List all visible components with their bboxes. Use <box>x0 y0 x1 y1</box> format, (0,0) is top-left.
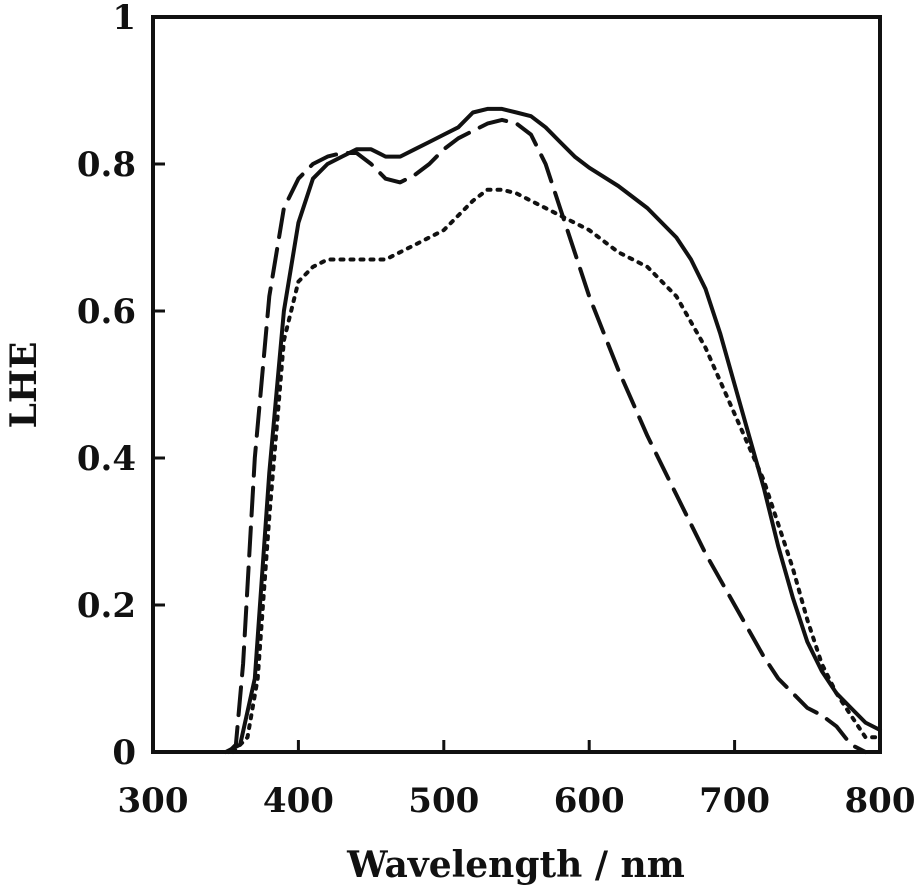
y-tick-label: 1 <box>112 0 136 38</box>
series-line-solid <box>223 106 882 754</box>
x-tick-label: 600 <box>554 781 625 821</box>
plot-frame <box>151 15 882 754</box>
x-tick-label: 800 <box>845 781 916 821</box>
x-tick-label: 400 <box>263 781 334 821</box>
series-line-dashed <box>226 117 868 754</box>
y-tick-label: 0.8 <box>77 145 136 185</box>
y-tick-label: 0.6 <box>77 292 136 332</box>
x-axis-title: Wavelength / nm <box>346 844 685 886</box>
series-layer <box>223 106 882 754</box>
y-tick-label: 0 <box>112 733 136 773</box>
x-tick-label: 700 <box>699 781 770 821</box>
labels-layer: 300 400 500 600 700 800 0 0.2 0.4 0.6 0.8 1 <box>77 0 916 821</box>
x-tick-label: 500 <box>408 781 479 821</box>
y-tick-label: 0.4 <box>77 439 136 479</box>
y-axis-title: LHE <box>3 342 45 429</box>
x-tick-label: 300 <box>118 781 189 821</box>
y-tick-label: 0.2 <box>77 586 136 626</box>
series-line-dotted <box>231 187 882 754</box>
